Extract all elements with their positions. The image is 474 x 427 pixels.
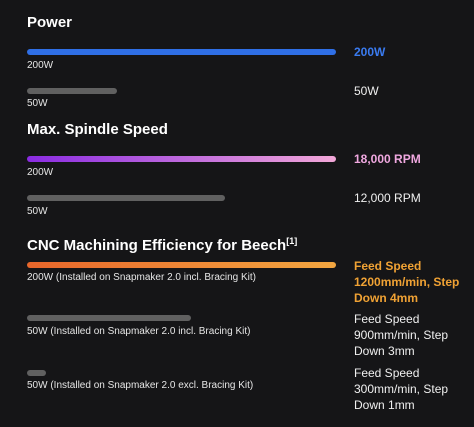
spindle-label-50w: 50W bbox=[27, 206, 48, 217]
cnc-bar-200w-bracing bbox=[27, 262, 336, 268]
cnc-value-50w-no-bracing-line-1: Feed Speed bbox=[354, 366, 420, 380]
cnc-value-50w-bracing-line-3: Down 3mm bbox=[354, 344, 415, 358]
spindle-bar-50w bbox=[27, 195, 225, 201]
power-value-50w: 50W bbox=[354, 84, 379, 98]
section-title-power: Power bbox=[27, 14, 73, 31]
cnc-value-200w-line-1: Feed Speed bbox=[354, 259, 422, 273]
spindle-value-50w: 12,000 RPM bbox=[354, 191, 421, 205]
spindle-label-200w: 200W bbox=[27, 167, 54, 178]
cnc-value-50w-no-bracing-line-3: Down 1mm bbox=[354, 398, 415, 412]
cnc-value-50w-bracing-line-2: 900mm/min, Step bbox=[354, 328, 449, 342]
power-label-200w: 200W bbox=[27, 60, 54, 71]
section-title-spindle-speed: Max. Spindle Speed bbox=[27, 121, 168, 138]
section-title-cnc-efficiency: CNC Machining Efficiency for Beech[1] bbox=[27, 236, 297, 254]
power-bar-200w bbox=[27, 49, 336, 55]
cnc-label-50w-bracing: 50W (Installed on Snapmaker 2.0 incl. Br… bbox=[27, 326, 251, 337]
cnc-value-200w-bracing: Feed Speed 1200mm/min, Step Down 4mm bbox=[354, 258, 459, 306]
cnc-value-50w-bracing-line-1: Feed Speed bbox=[354, 312, 420, 326]
spindle-bar-200w bbox=[27, 156, 336, 162]
power-value-200w: 200W bbox=[354, 45, 386, 59]
cnc-bar-50w-bracing bbox=[27, 315, 191, 321]
cnc-value-200w-line-3: Down 4mm bbox=[354, 291, 419, 305]
cnc-value-50w-no-bracing-line-2: 300mm/min, Step bbox=[354, 382, 449, 396]
cnc-value-50w-no-bracing: Feed Speed 300mm/min, Step Down 1mm bbox=[354, 365, 448, 413]
cnc-value-50w-bracing: Feed Speed 900mm/min, Step Down 3mm bbox=[354, 311, 448, 359]
cnc-value-200w-line-2: 1200mm/min, Step bbox=[354, 275, 460, 289]
cnc-bar-50w-no-bracing bbox=[27, 370, 46, 376]
cnc-label-200w-bracing: 200W (Installed on Snapmaker 2.0 incl. B… bbox=[27, 272, 256, 283]
spindle-value-200w: 18,000 RPM bbox=[354, 152, 421, 166]
cnc-label-50w-no-bracing: 50W (Installed on Snapmaker 2.0 excl. Br… bbox=[27, 380, 254, 391]
footnote-marker[interactable]: [1] bbox=[286, 236, 298, 246]
power-label-50w: 50W bbox=[27, 98, 48, 109]
cnc-title-text: CNC Machining Efficiency for Beech bbox=[27, 237, 287, 254]
power-bar-50w bbox=[27, 88, 117, 94]
